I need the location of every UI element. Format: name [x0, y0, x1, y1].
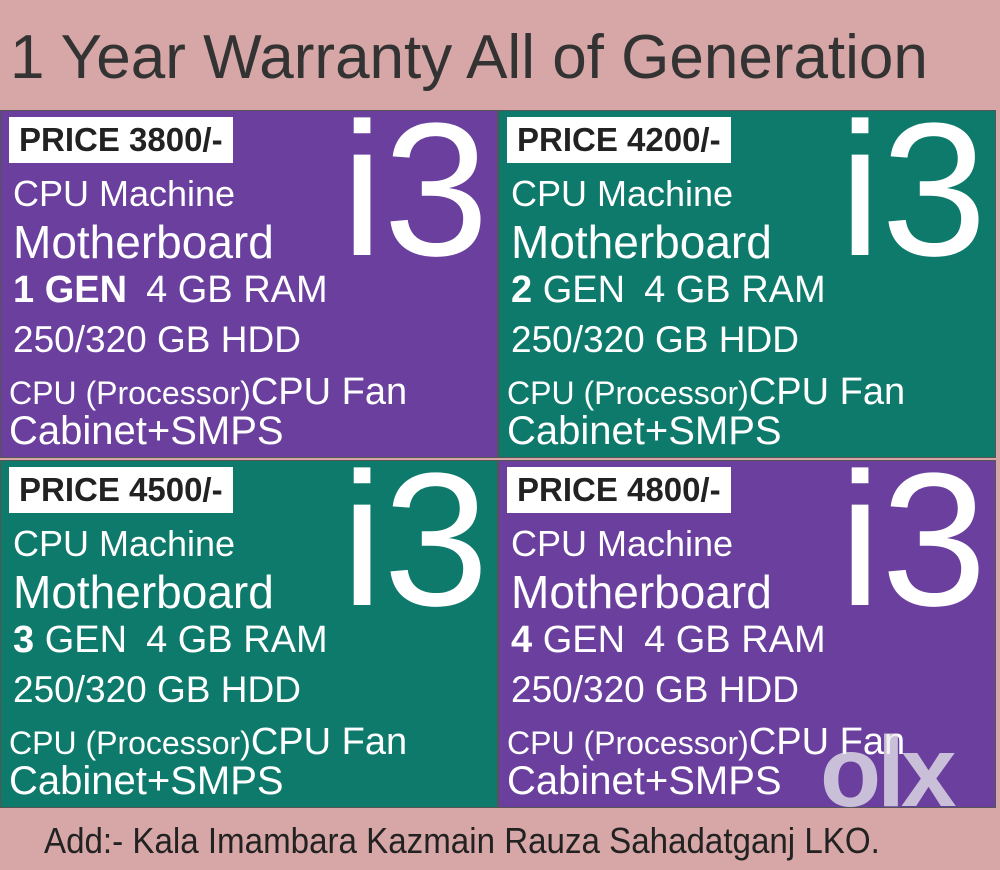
fan: CPU Fan — [748, 371, 906, 413]
generation-line: 4 GEN 4 GB RAM — [511, 619, 826, 662]
gen-word: GEN — [542, 619, 626, 661]
product-card: i3 PRICE 4500/- CPU Machine Motherboard 3 GE… — [0, 460, 498, 808]
gen-number: 1 — [13, 269, 35, 311]
cabinet: Cabinet+SMPS — [507, 409, 782, 453]
ram: 4 GB RAM — [146, 269, 328, 311]
price: PRICE 4500/- — [9, 467, 233, 513]
price: PRICE 3800/- — [9, 117, 233, 163]
hdd: 250/320 GB HDD — [13, 669, 301, 710]
watermark: olx — [820, 716, 956, 828]
gen-word: GEN — [542, 269, 626, 311]
processor: CPU (Processor) — [507, 375, 749, 411]
gen-word: GEN — [44, 269, 128, 311]
motherboard: Motherboard — [511, 566, 772, 618]
processor: CPU (Processor) — [9, 375, 251, 411]
gen-number: 3 — [13, 619, 35, 661]
processor: CPU (Processor) — [9, 725, 251, 761]
gen-word: GEN — [44, 619, 128, 661]
model: i3 — [839, 110, 987, 296]
generation-line: 3 GEN 4 GB RAM — [13, 619, 328, 662]
fan: CPU Fan — [250, 371, 408, 413]
product-card: i3 PRICE 4800/- CPU Machine Motherboard 4 GE… — [498, 460, 996, 808]
cabinet: Cabinet+SMPS — [507, 759, 782, 803]
processor: CPU (Processor) — [507, 725, 749, 761]
processor-line: CPU (Processor)CPU Fan — [9, 371, 407, 414]
fan: CPU Fan — [748, 721, 906, 763]
header: 1 Year Warranty All of Generation — [0, 0, 1000, 110]
model: i3 — [341, 110, 489, 296]
generation-line: 2 GEN 4 GB RAM — [511, 269, 826, 312]
machine: CPU Machine — [511, 173, 734, 214]
product-card: i3 PRICE 4200/- CPU Machine Motherboard 2 GE… — [498, 110, 996, 458]
title: 1 Year Warranty All of Generation — [10, 23, 928, 92]
address: Add:- Kala Imambara Kazmain Rauza Sahada… — [44, 820, 880, 861]
processor-line: CPU (Processor)CPU Fan — [507, 371, 905, 414]
ram: 4 GB RAM — [146, 619, 328, 661]
gen-number: 2 — [511, 269, 533, 311]
price: PRICE 4200/- — [507, 117, 731, 163]
processor-line: CPU (Processor)CPU Fan — [507, 721, 905, 764]
hdd: 250/320 GB HDD — [13, 319, 301, 360]
hdd: 250/320 GB HDD — [511, 669, 799, 710]
machine: CPU Machine — [13, 173, 236, 214]
fan: CPU Fan — [250, 721, 408, 763]
motherboard: Motherboard — [511, 216, 772, 268]
model: i3 — [341, 460, 489, 646]
footer: Add:- Kala Imambara Kazmain Rauza Sahada… — [0, 808, 1000, 870]
motherboard: Motherboard — [13, 216, 274, 268]
processor-line: CPU (Processor)CPU Fan — [9, 721, 407, 764]
product-card: i3 PRICE 3800/- CPU Machine Motherboard 1 GE… — [0, 110, 498, 458]
machine: CPU Machine — [13, 523, 236, 564]
hdd: 250/320 GB HDD — [511, 319, 799, 360]
gen-number: 4 — [511, 619, 533, 661]
model: i3 — [839, 460, 987, 646]
cabinet: Cabinet+SMPS — [9, 759, 284, 803]
price: PRICE 4800/- — [507, 467, 731, 513]
generation-line: 1 GEN 4 GB RAM — [13, 269, 328, 312]
motherboard: Motherboard — [13, 566, 274, 618]
machine: CPU Machine — [511, 523, 734, 564]
ram: 4 GB RAM — [644, 619, 826, 661]
ram: 4 GB RAM — [644, 269, 826, 311]
cabinet: Cabinet+SMPS — [9, 409, 284, 453]
